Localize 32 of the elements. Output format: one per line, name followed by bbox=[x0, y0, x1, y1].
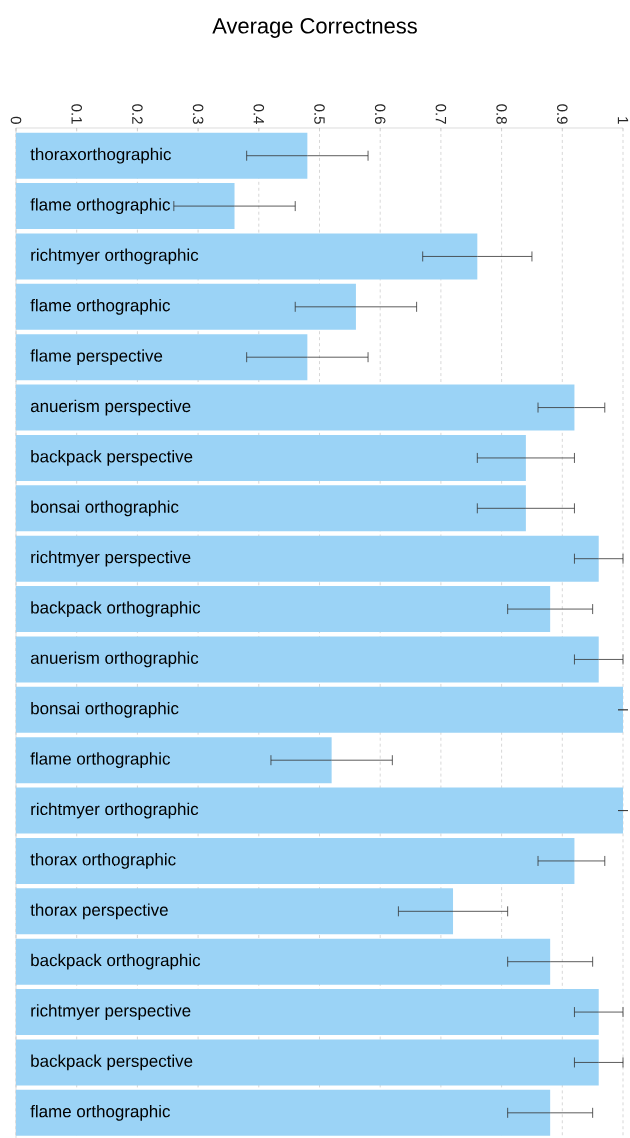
y-tick-label: bonsai orthographic bbox=[31, 500, 179, 517]
x-tick-label: 0.1 bbox=[71, 104, 82, 124]
y-tick-label: anuerism orthographic bbox=[30, 651, 199, 668]
y-tick-label: backpack orthographic bbox=[31, 953, 201, 970]
y-tick-label: anuerism perspective bbox=[30, 399, 191, 416]
x-tick-label: 1 bbox=[617, 117, 629, 124]
x-tick-label: 0.5 bbox=[314, 104, 325, 124]
x-tick-label: 0.8 bbox=[496, 104, 507, 124]
x-tick-label: 0.6 bbox=[374, 104, 386, 124]
y-tick-label: backpack perspective bbox=[31, 1054, 193, 1071]
x-tick-label: 0.9 bbox=[557, 104, 568, 124]
chart-title: Average Correctness bbox=[212, 18, 417, 38]
y-tick-label: thoraxorthographic bbox=[30, 147, 171, 164]
y-tick-label: flame orthographic bbox=[30, 752, 170, 769]
y-tick-label: flame orthographic bbox=[30, 298, 170, 315]
y-tick-label: richtmyer orthographic bbox=[31, 248, 199, 265]
y-tick-label: backpack orthographic bbox=[31, 601, 201, 617]
x-tick-label: 0.7 bbox=[435, 104, 447, 124]
y-tick-label: flame orthographic bbox=[30, 1104, 170, 1121]
y-tick-label: richtmyer perspective bbox=[31, 1004, 191, 1020]
y-tick-label: backpack perspective bbox=[31, 450, 193, 466]
x-tick-label: 0 bbox=[10, 116, 22, 124]
y-tick-label: bonsai orthographic bbox=[31, 701, 179, 718]
x-tick-label: 0.2 bbox=[132, 104, 143, 124]
y-tick-label: flame orthographic bbox=[30, 198, 170, 214]
y-tick-label: thorax orthographic bbox=[30, 853, 176, 869]
y-tick-label: thorax perspective bbox=[30, 903, 168, 920]
x-tick-label: 0.3 bbox=[192, 104, 204, 124]
y-tick-label: flame perspective bbox=[30, 349, 163, 366]
y-tick-label: richtmyer perspective bbox=[31, 550, 191, 567]
y-tick-label: richtmyer orthographic bbox=[31, 802, 199, 819]
x-tick-label: 0.4 bbox=[253, 104, 265, 125]
